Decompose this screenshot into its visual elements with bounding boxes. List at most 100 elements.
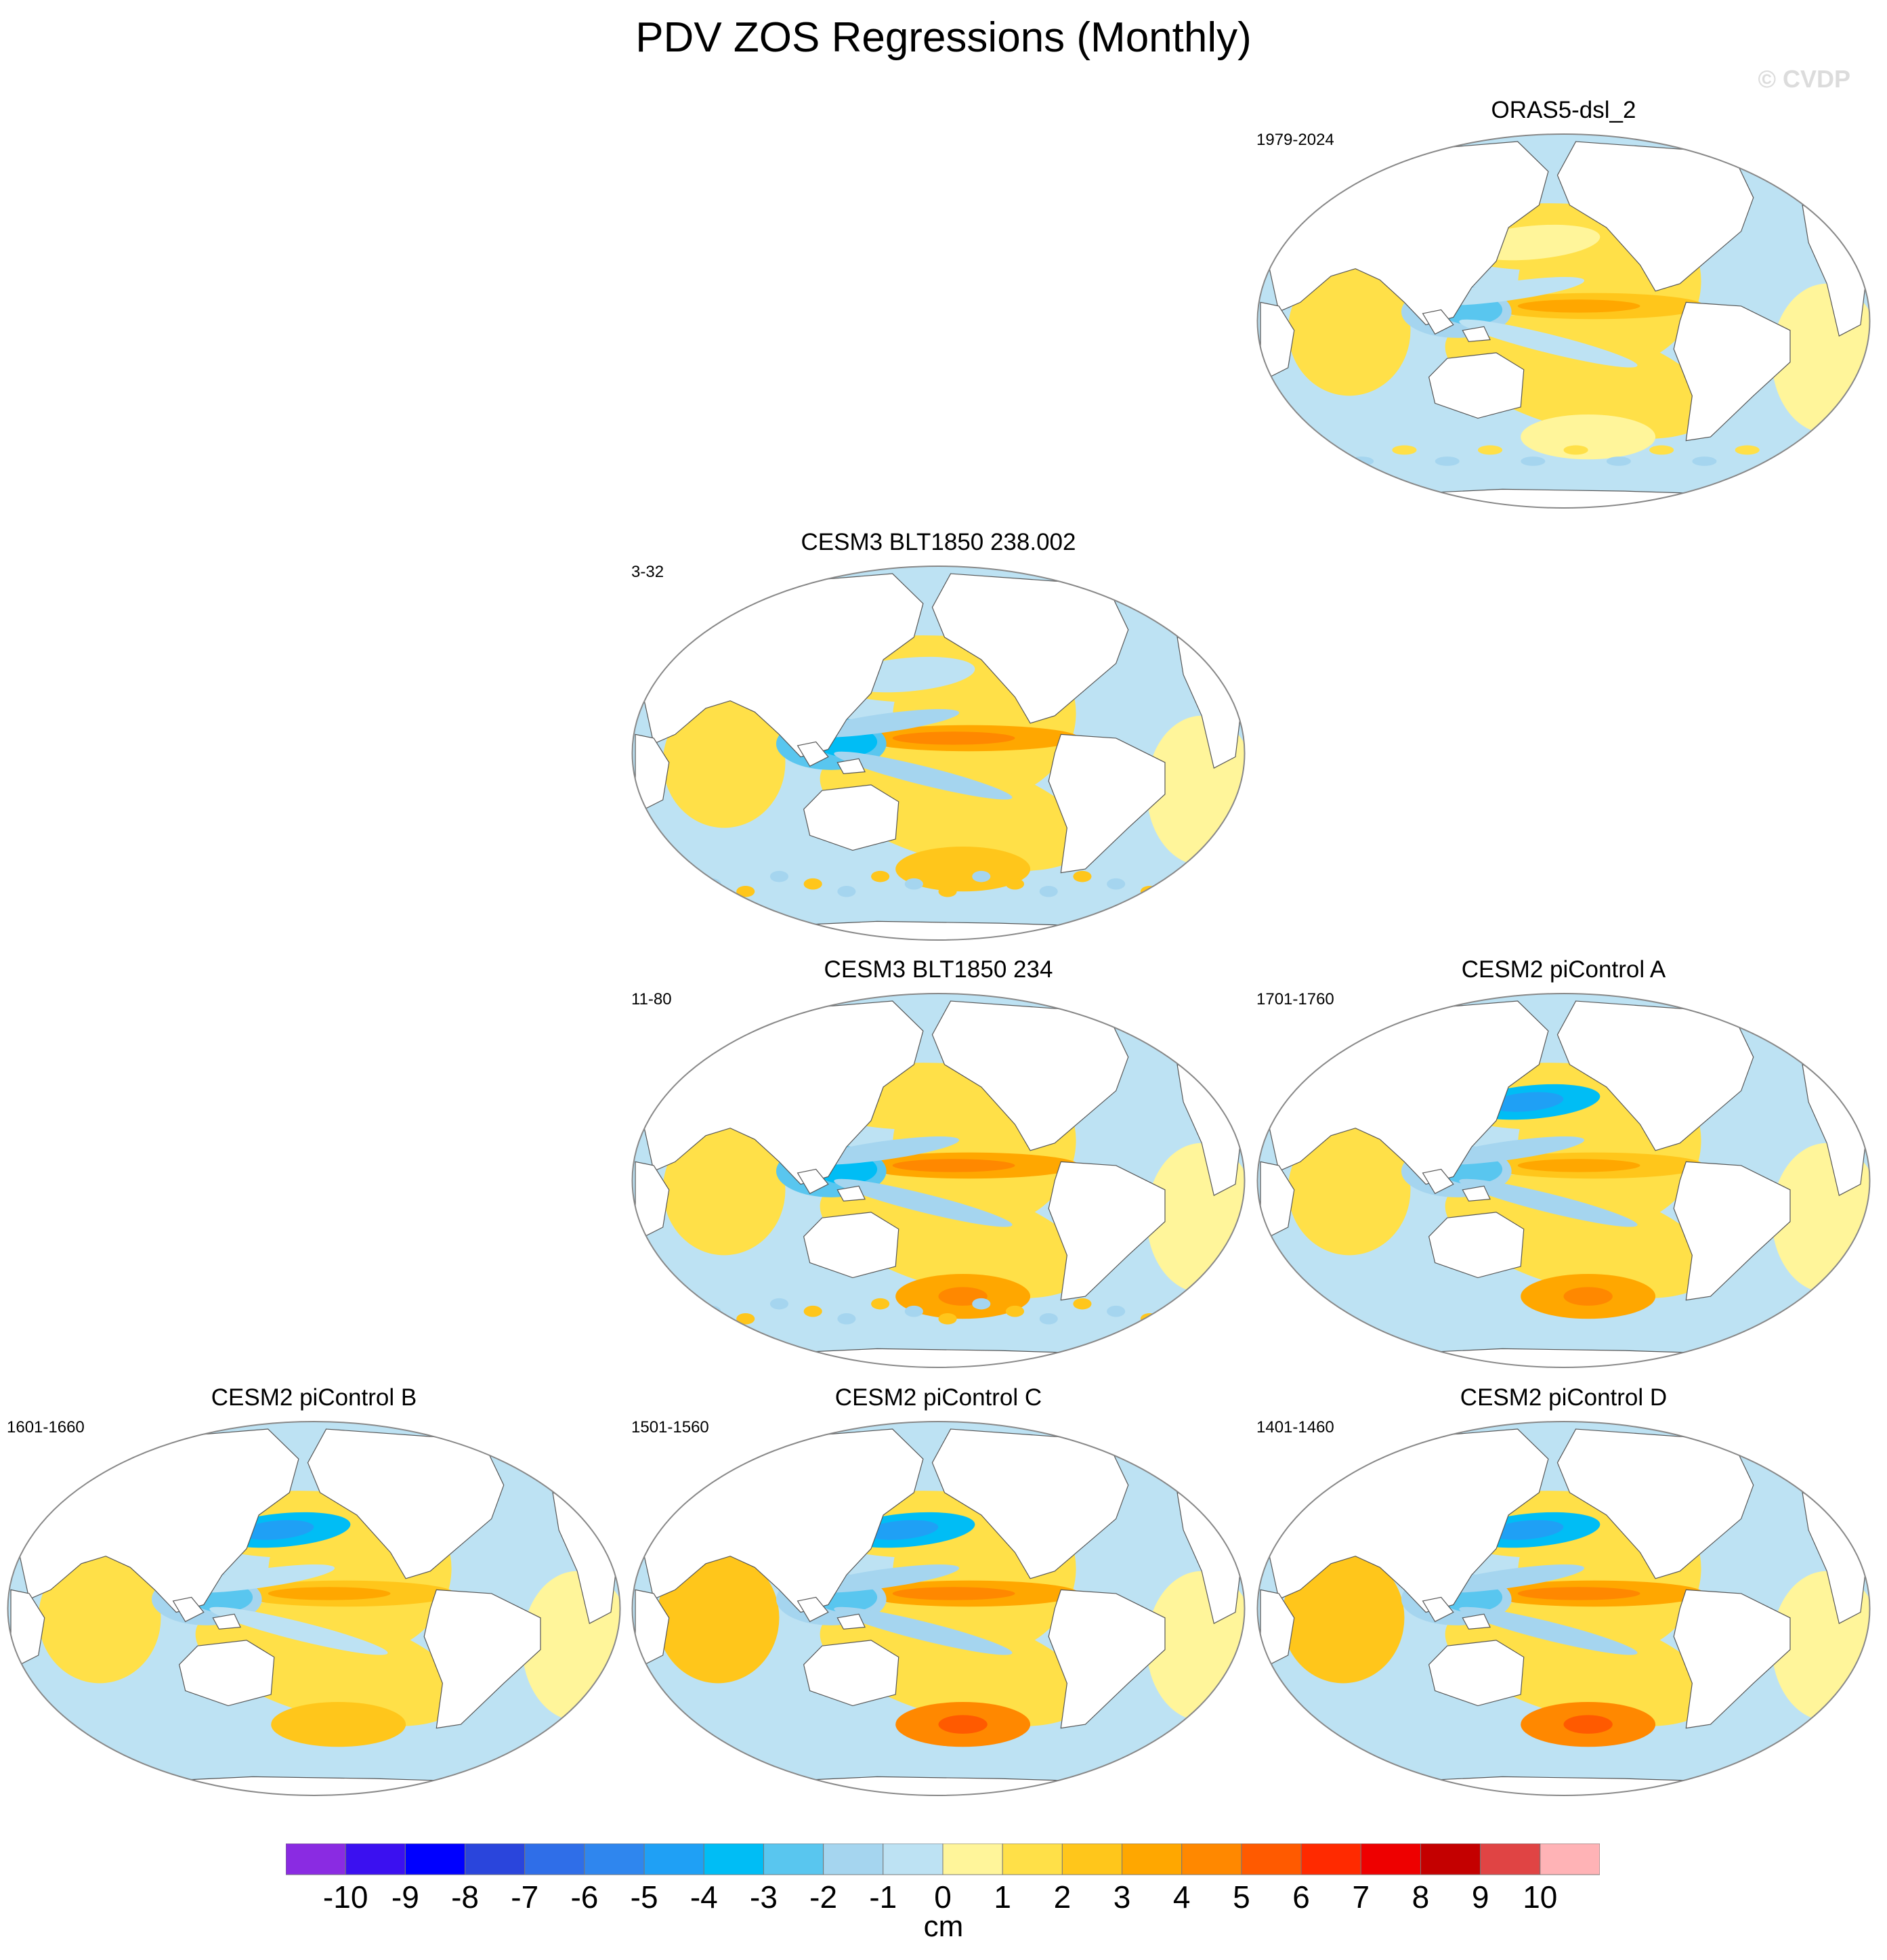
map-outline	[1256, 993, 1871, 1368]
landmass	[212, 1613, 241, 1629]
southern-ocean-eddy	[1174, 1298, 1193, 1310]
southern-ocean-eddy	[972, 1298, 991, 1310]
map-panel-cesm2-a: CESM2 piControl A 1701-1760	[1254, 956, 1873, 1396]
anomaly-southern-ocean-core	[1563, 1715, 1613, 1734]
southern-ocean-eddy	[1563, 445, 1588, 455]
southern-ocean-eddy	[1107, 1305, 1126, 1317]
colorbar-swatch	[584, 1844, 645, 1875]
antarctica	[754, 920, 1123, 940]
watermark: © CVDP	[1758, 65, 1850, 93]
anomaly-southern-ocean	[895, 847, 1031, 892]
anomaly-northwest-band	[807, 1564, 960, 1593]
colorbar-tick-label: -6	[570, 1879, 599, 1915]
map-svg	[7, 1421, 621, 1796]
landmass	[1673, 1589, 1791, 1729]
landmass	[1048, 733, 1166, 874]
colorbar-swatch	[1122, 1844, 1183, 1875]
map-panel-cesm2-b: CESM2 piControl B 1601-1660	[4, 1384, 624, 1824]
landmass	[1556, 1000, 1754, 1151]
panel-years: 1501-1560	[631, 1418, 709, 1436]
anomaly-southwest-band	[1459, 1606, 1638, 1655]
landmass	[803, 784, 899, 851]
southern-ocean-eddy	[1777, 456, 1803, 466]
southern-ocean-eddy	[1392, 445, 1417, 455]
landmass	[178, 1640, 275, 1707]
landmass	[931, 1000, 1129, 1151]
colorbar-swatch	[1420, 1844, 1481, 1875]
anomaly-tropical-core-inner	[892, 1159, 1015, 1172]
map-svg	[1256, 993, 1871, 1368]
colorbar-swatch	[942, 1844, 1003, 1875]
southern-ocean-eddy	[669, 870, 687, 882]
colorbar-swatch	[1540, 1844, 1600, 1875]
southern-ocean-eddy	[769, 1298, 789, 1310]
landmass	[1556, 141, 1754, 292]
colorbar-units: cm	[923, 1910, 964, 1943]
landmass	[1673, 301, 1791, 442]
anomaly-southwest-band	[209, 1606, 388, 1655]
colorbar-swatch	[703, 1844, 764, 1875]
panel-title: ORAS5-dsl_2	[1491, 97, 1636, 123]
landmass	[836, 1185, 866, 1201]
southern-ocean-eddy	[1107, 878, 1126, 890]
landmass	[1428, 1640, 1525, 1707]
landmass	[1428, 1212, 1525, 1279]
landmass	[1422, 1168, 1454, 1195]
landmass	[797, 1168, 829, 1195]
landmass	[1428, 352, 1525, 419]
southern-ocean-eddy	[938, 885, 957, 897]
map-outline	[1256, 1421, 1871, 1796]
colorbar-tick-label: -1	[869, 1879, 897, 1915]
map-outline	[631, 566, 1246, 941]
colorbar-swatch	[883, 1844, 944, 1875]
landmass	[931, 1428, 1129, 1579]
anomaly-southern-ocean	[1521, 414, 1656, 460]
colorbar-tick-label: -3	[750, 1879, 778, 1915]
southern-ocean-eddy	[702, 878, 721, 890]
landmass	[307, 1428, 505, 1579]
landmass	[1422, 309, 1454, 335]
anomaly-tropical-core-inner	[1517, 299, 1640, 313]
southern-ocean-eddy	[803, 878, 822, 890]
southern-ocean-eddy	[1521, 456, 1546, 466]
landmass	[172, 1596, 205, 1623]
colorbar-tick-label: 1	[994, 1879, 1011, 1915]
colorbar-tick-label: 3	[1113, 1879, 1131, 1915]
panel-title: CESM2 piControl A	[1461, 956, 1666, 983]
colorbar-swatch	[524, 1844, 585, 1875]
landmass	[1462, 1185, 1491, 1201]
panel-title: CESM2 piControl D	[1460, 1384, 1668, 1411]
anomaly-northwest-band	[807, 1136, 960, 1165]
panel-years: 1601-1660	[7, 1418, 85, 1436]
colorbar-tick-label: -9	[391, 1879, 419, 1915]
anomaly-southwest-band	[1459, 1178, 1638, 1227]
figure-title: PDV ZOS Regressions (Monthly)	[635, 14, 1252, 61]
panel-years: 1401-1460	[1256, 1418, 1334, 1436]
colorbar-tick-label: 5	[1233, 1879, 1250, 1915]
anomaly-southwest-band	[834, 751, 1013, 800]
anomaly-indian-ocean	[38, 1552, 161, 1684]
colorbar-swatch	[1480, 1844, 1541, 1875]
landmass	[803, 1640, 899, 1707]
landmass	[1422, 1596, 1454, 1623]
landmass	[423, 1589, 541, 1729]
southern-ocean-eddy	[669, 1298, 687, 1310]
anomaly-indian-ocean	[656, 1552, 780, 1684]
landmass	[797, 1596, 829, 1623]
colorbar-tick-label: 0	[934, 1879, 952, 1915]
colorbar-swatch	[1360, 1844, 1421, 1875]
southern-ocean-eddy	[1649, 445, 1674, 455]
colorbar-tick-label: 6	[1292, 1879, 1310, 1915]
landmass	[1556, 1428, 1754, 1579]
colorbar-tick-label: 8	[1412, 1879, 1430, 1915]
southern-ocean-eddy	[1477, 445, 1503, 455]
anomaly-southwest-band	[834, 1606, 1013, 1655]
southern-ocean-eddy	[702, 1305, 721, 1317]
anomaly-indian-ocean	[1288, 265, 1411, 396]
map-svg	[1256, 133, 1871, 509]
southern-ocean-eddy	[1735, 445, 1760, 455]
map-panel-cesm3-238: CESM3 BLT1850 238.002 3-32	[629, 528, 1248, 968]
southern-ocean-eddy	[871, 870, 890, 882]
southern-ocean-eddy	[736, 1313, 755, 1325]
colorbar-swatch	[1241, 1844, 1302, 1875]
